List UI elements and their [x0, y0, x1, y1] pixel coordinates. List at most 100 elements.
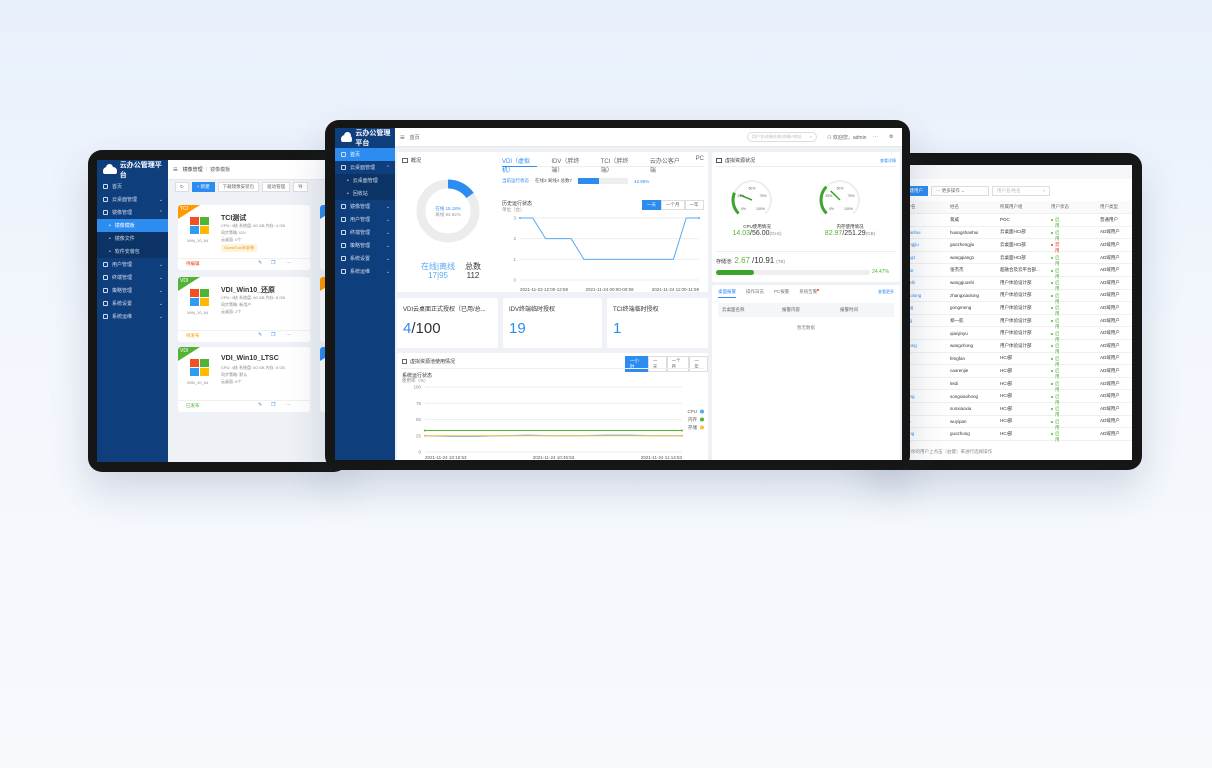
username-link[interactable]: gxiaolong	[902, 292, 922, 298]
table-row[interactable]: hang郑一航用户体验设计部启用AD域用户	[900, 315, 1132, 329]
more-button[interactable]: ···	[873, 134, 878, 140]
new-button[interactable]: + 新建	[191, 182, 215, 192]
copy-icon[interactable]: ❐	[271, 332, 276, 338]
sidebar-item[interactable]: 镜像管理 ⌄	[335, 200, 395, 213]
name-cell: huangshanhui	[950, 229, 979, 235]
alarm-tab[interactable]: PC报警	[774, 289, 789, 298]
table-row[interactable]: guoshiwangguoshi用户体验设计部启用AD域用户	[900, 277, 1132, 291]
copy-icon[interactable]: ❐	[271, 260, 276, 266]
more-icon[interactable]: ···	[286, 402, 291, 408]
breadcrumb-1[interactable]: 镜像管理	[182, 167, 203, 173]
edit-icon[interactable]: ✎	[258, 402, 263, 408]
overview-tab[interactable]: VDI（虚拟机）	[502, 156, 538, 174]
col-type[interactable]: 用户类型	[1100, 203, 1118, 209]
sidebar-item[interactable]: • 镜像文件	[97, 232, 168, 245]
sidebar-item[interactable]: • 软件安装包	[97, 245, 168, 258]
table-row[interactable]: gxiaolong zhangxiaolong 用户体验设计部 启用 AD域用户	[900, 290, 1132, 304]
image-template-card[interactable]: VDI WIN_10_64 VDI_Win10_LTSC CPU: 4核 系统盘: 6…	[178, 347, 310, 412]
overview-tab[interactable]: IDV（胖终端）	[551, 159, 580, 174]
template-name: TCI测试	[221, 215, 247, 222]
table-row[interactable]: wei蒋威POC启用普通用户	[900, 214, 1132, 228]
range-button[interactable]: 一个月	[666, 356, 690, 372]
refresh-button[interactable]: ↻	[175, 182, 189, 192]
alarms-panel: 桌面报警 操作日志 PC报警 系统告警 查看更多 云桌面名称 报警内容 报警时间 暂无…	[712, 285, 900, 460]
edit-icon[interactable]: ✎	[258, 332, 263, 338]
table-row[interactable]: ghuanhui huangshanhui 云桌面HCI部 启用 AD域用户	[900, 227, 1132, 241]
overview-tab[interactable]: 云办公客户端	[649, 159, 680, 174]
global-search-input[interactable]: 用户名/终端名称/终端IP地址 ⌕	[747, 132, 817, 142]
status-text: 启用	[1055, 267, 1060, 279]
driver-button[interactable]: 驱动管理	[262, 182, 291, 192]
view-details-link[interactable]: 查看详情	[880, 158, 896, 163]
image-template-card[interactable]: TCI WIN_10_64 TCI测试 CPU: 4核 系统盘: 60 GB 内存: …	[178, 205, 310, 270]
username-link[interactable]: zhengjiu	[902, 242, 919, 248]
range-button[interactable]: 一天	[647, 356, 667, 372]
menu-toggle-icon[interactable]: ≡	[173, 165, 178, 174]
range-button[interactable]: 一年	[684, 200, 704, 210]
range-button[interactable]: 一天	[642, 200, 661, 210]
sidebar-item[interactable]: 云桌面管理 ⌃	[335, 161, 395, 174]
overview-tab[interactable]: TCI（胖终端）	[600, 159, 629, 174]
username-link[interactable]: ghuanhui	[902, 229, 921, 235]
view-more-link[interactable]: 查看更多	[878, 289, 894, 294]
copy-icon[interactable]: ❐	[271, 402, 276, 408]
image-template-card[interactable]: VDI WIN_10_64 VDI_Win10_还原 CPU: 4核 系统盘: 60 …	[178, 277, 310, 342]
status-cell: 启用	[1051, 318, 1060, 329]
range-button[interactable]: 一个月	[661, 200, 685, 210]
settings-icon[interactable]: ⚙	[889, 134, 894, 140]
status-text: 启用	[1055, 355, 1060, 367]
sidebar-item[interactable]: 镜像管理 ⌃	[97, 206, 168, 219]
more-ops-dropdown[interactable]: ··· 更多操作 ⌄	[931, 186, 989, 196]
table-row[interactable]: zhengjiu gaozhengjiu 云桌面HCI部 禁用 AD域用户	[900, 239, 1132, 253]
range-button[interactable]: 一小时	[625, 356, 648, 372]
table-row[interactable]: leidi HCI部 启用 AD域用户	[900, 378, 1132, 392]
table-row[interactable]: menggongmeng用户体验设计部启用AD域用户	[900, 302, 1132, 316]
sidebar-item[interactable]: 终端管理 ⌄	[97, 271, 168, 284]
status-dot-icon	[1051, 219, 1053, 222]
col-group[interactable]: 所属用户组	[1000, 203, 1023, 209]
table-row[interactable]: nyuqianjinyu用户体验设计部启用AD域用户	[900, 327, 1132, 342]
alarm-tab[interactable]: 系统告警	[799, 289, 820, 298]
sidebar-item[interactable]: 用户管理 ⌄	[97, 258, 168, 271]
table-row[interactable]: oxiasunxiaoxiaHCI部启用AD域用户	[900, 403, 1132, 417]
download-button[interactable]: 下载镜像安装包	[217, 182, 260, 192]
search-input[interactable]: 用户名/姓名 ⌕	[992, 186, 1050, 196]
import-button[interactable]: 导	[293, 182, 308, 192]
sidebar: 云办公管理平台 首页 云桌面管理 ⌄ 镜像管理 ⌃ • 镜像模板 • 镜像文件 • 软件安装包 用户管…	[97, 160, 168, 462]
table-row[interactable]: njiecaorenjieHCI部启用AD域用户	[900, 365, 1132, 379]
status-dot-icon	[1051, 256, 1053, 259]
sidebar-item[interactable]: 策略管理 ⌄	[97, 284, 168, 297]
sidebar-item[interactable]: • 回收站	[335, 187, 395, 200]
table-row[interactable]: gchongwangchong用户体验设计部启用AD域用户	[900, 340, 1132, 354]
table-row[interactable]: ipanwuyipanHCI部启用AD域用户	[900, 416, 1132, 430]
sidebar-item[interactable]: 系统设置 ⌄	[97, 297, 168, 310]
table-row[interactable]: fanfengfanHCI部启用AD域用户	[900, 353, 1132, 367]
sidebar-item[interactable]: • 镜像模板	[97, 219, 168, 232]
overview-tab[interactable]: PC	[695, 156, 704, 162]
sidebar-item[interactable]: 首页	[335, 148, 395, 161]
sidebar-item[interactable]: 云桌面管理 ⌄	[97, 193, 168, 206]
more-icon[interactable]: ···	[286, 332, 291, 338]
user-menu[interactable]: ⚇ 欢迎您，admin	[827, 134, 867, 141]
range-button[interactable]: 一年	[689, 356, 708, 372]
table-row[interactable]: ohongsongxiaohongHCI部启用AD域用户	[900, 390, 1132, 405]
sidebar-item[interactable]: 系统设置 ⌄	[335, 252, 395, 265]
alarm-tab[interactable]: 桌面报警	[718, 289, 736, 298]
col-status[interactable]: 用户状态	[1051, 203, 1069, 209]
edit-icon[interactable]: ✎	[258, 260, 263, 266]
sidebar-item[interactable]: 系统运维 ⌄	[97, 310, 168, 323]
col-name[interactable]: 姓名	[950, 203, 959, 209]
status-dot-icon	[1051, 282, 1053, 285]
sidebar-item[interactable]: 首页	[97, 180, 168, 193]
sidebar-item[interactable]: 用户管理 ⌄	[335, 213, 395, 226]
sidebar-item[interactable]: • 云桌面管理	[335, 174, 395, 187]
more-icon[interactable]: ···	[286, 260, 291, 266]
menu-toggle-icon[interactable]: ≡	[400, 132, 405, 142]
sidebar-item[interactable]: 系统运维 ⌄	[335, 265, 395, 278]
table-row[interactable]: qiang1wangqiang1云桌面HCI部启用AD域用户	[900, 252, 1132, 266]
sidebar-item[interactable]: 终端管理 ⌄	[335, 226, 395, 239]
table-row[interactable]: zhongguozhongHCI部启用AD域用户	[900, 428, 1132, 442]
sidebar-item[interactable]: 策略管理 ⌄	[335, 239, 395, 252]
alarm-tab[interactable]: 操作日志	[746, 289, 764, 298]
